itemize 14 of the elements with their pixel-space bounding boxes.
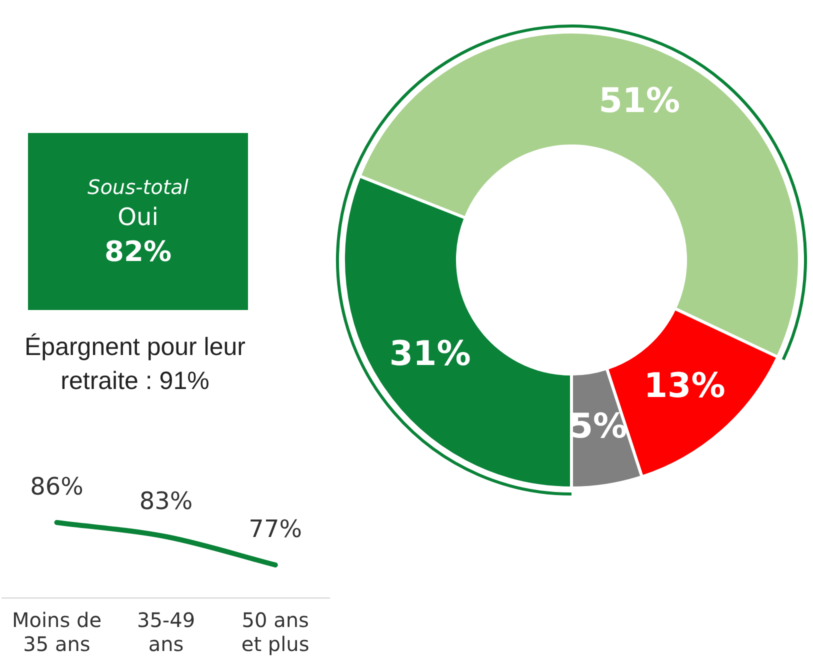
data-label: 83% (139, 486, 193, 515)
x-tick-label: 35-49 ans (136, 608, 196, 656)
x-tick-label: 50 ans et plus (241, 608, 310, 656)
data-label: 13% (644, 366, 726, 406)
data-label: 77% (248, 515, 302, 544)
text: 82% (104, 235, 172, 268)
x-tick-label: Moins de 35 ans (12, 608, 102, 656)
data-label: 86% (30, 472, 84, 501)
chart-title: Épargnent pour leur retraite : 91% (24, 332, 246, 397)
text: Oui (118, 203, 158, 231)
data-label: 51% (598, 80, 680, 121)
text: Sous-total (88, 175, 188, 199)
data-label: 31% (389, 334, 471, 374)
data-label: 5% (569, 406, 628, 447)
